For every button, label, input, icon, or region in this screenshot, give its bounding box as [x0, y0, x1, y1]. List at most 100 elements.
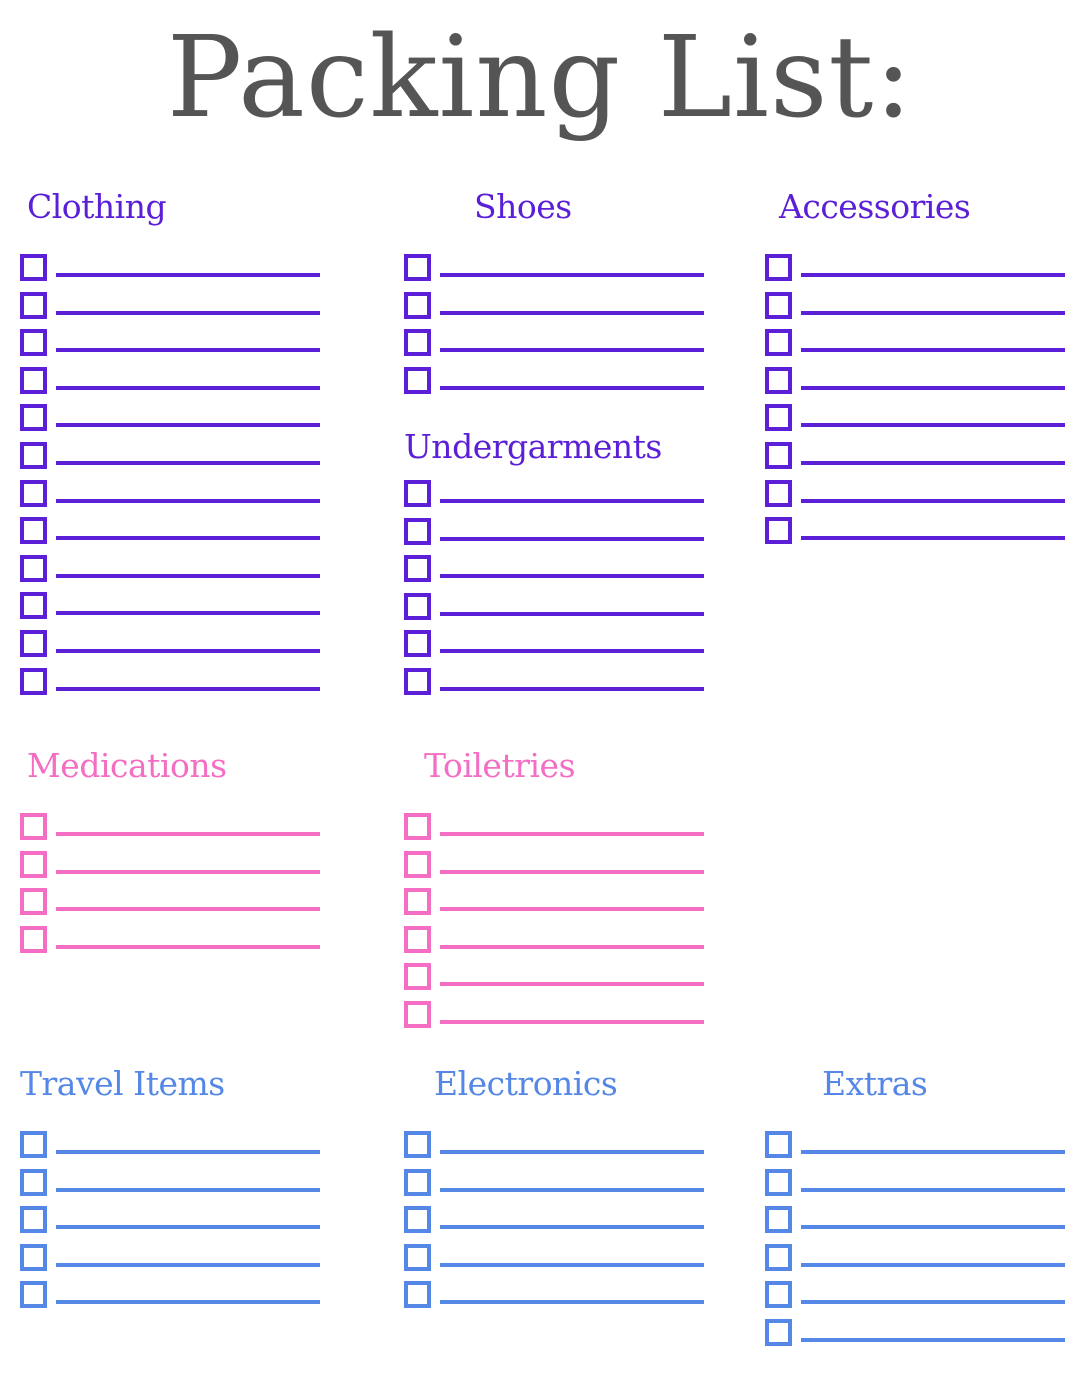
checkbox[interactable]: [765, 366, 792, 394]
write-in-line[interactable]: [440, 1225, 704, 1230]
write-in-line[interactable]: [56, 498, 320, 503]
write-in-line[interactable]: [440, 574, 704, 579]
checkbox[interactable]: [404, 329, 431, 357]
write-in-line[interactable]: [801, 1225, 1065, 1230]
checkbox[interactable]: [765, 1168, 792, 1196]
checkbox[interactable]: [404, 925, 431, 953]
checkbox[interactable]: [404, 1131, 431, 1158]
write-in-line[interactable]: [56, 348, 320, 353]
checkbox[interactable]: [20, 1206, 47, 1234]
checkbox[interactable]: [404, 480, 431, 507]
checkbox[interactable]: [404, 1168, 431, 1196]
checkbox[interactable]: [404, 888, 431, 916]
write-in-line[interactable]: [56, 869, 320, 874]
checkbox[interactable]: [765, 1243, 792, 1271]
checkbox[interactable]: [404, 555, 431, 583]
write-in-line[interactable]: [56, 310, 320, 315]
write-in-line[interactable]: [440, 385, 704, 390]
write-in-line[interactable]: [440, 536, 704, 541]
checkbox[interactable]: [765, 329, 792, 357]
write-in-line[interactable]: [440, 611, 704, 616]
checkbox[interactable]: [20, 629, 47, 657]
checkbox[interactable]: [20, 667, 47, 695]
write-in-line[interactable]: [440, 1300, 704, 1305]
write-in-line[interactable]: [801, 460, 1065, 465]
write-in-line[interactable]: [801, 1150, 1065, 1154]
write-in-line[interactable]: [56, 611, 320, 616]
checkbox[interactable]: [20, 888, 47, 916]
write-in-line[interactable]: [440, 1019, 704, 1024]
checkbox[interactable]: [20, 291, 47, 319]
write-in-line[interactable]: [440, 1150, 704, 1154]
write-in-line[interactable]: [801, 423, 1065, 428]
write-in-line[interactable]: [801, 1300, 1065, 1305]
checkbox[interactable]: [20, 850, 47, 878]
write-in-line[interactable]: [440, 348, 704, 353]
checkbox[interactable]: [20, 1243, 47, 1271]
write-in-line[interactable]: [440, 499, 704, 503]
checkbox[interactable]: [765, 1281, 792, 1309]
write-in-line[interactable]: [801, 273, 1065, 277]
write-in-line[interactable]: [801, 348, 1065, 353]
checkbox[interactable]: [404, 850, 431, 878]
write-in-line[interactable]: [56, 460, 320, 465]
write-in-line[interactable]: [440, 907, 704, 912]
checkbox[interactable]: [404, 630, 431, 658]
write-in-line[interactable]: [56, 1187, 320, 1192]
write-in-line[interactable]: [440, 649, 704, 654]
write-in-line[interactable]: [440, 982, 704, 987]
write-in-line[interactable]: [801, 1187, 1065, 1192]
checkbox[interactable]: [404, 1281, 431, 1309]
write-in-line[interactable]: [56, 686, 320, 691]
write-in-line[interactable]: [56, 944, 320, 949]
checkbox[interactable]: [20, 925, 47, 953]
checkbox[interactable]: [20, 404, 47, 432]
write-in-line[interactable]: [801, 1337, 1065, 1342]
write-in-line[interactable]: [440, 869, 704, 874]
checkbox[interactable]: [765, 1318, 792, 1346]
write-in-line[interactable]: [801, 498, 1065, 503]
write-in-line[interactable]: [440, 686, 704, 691]
checkbox[interactable]: [765, 479, 792, 507]
checkbox[interactable]: [404, 592, 431, 620]
write-in-line[interactable]: [56, 1225, 320, 1230]
checkbox[interactable]: [20, 554, 47, 582]
checkbox[interactable]: [765, 254, 792, 281]
checkbox[interactable]: [20, 1131, 47, 1158]
checkbox[interactable]: [20, 517, 47, 545]
write-in-line[interactable]: [56, 385, 320, 390]
checkbox[interactable]: [20, 592, 47, 620]
checkbox[interactable]: [765, 517, 792, 545]
write-in-line[interactable]: [56, 648, 320, 653]
checkbox[interactable]: [404, 366, 431, 394]
write-in-line[interactable]: [56, 1150, 320, 1154]
checkbox[interactable]: [765, 441, 792, 469]
checkbox[interactable]: [404, 1243, 431, 1271]
checkbox[interactable]: [20, 1281, 47, 1309]
checkbox[interactable]: [20, 254, 47, 281]
write-in-line[interactable]: [56, 907, 320, 912]
checkbox[interactable]: [765, 291, 792, 319]
write-in-line[interactable]: [801, 536, 1065, 541]
checkbox[interactable]: [404, 667, 431, 695]
write-in-line[interactable]: [440, 944, 704, 949]
write-in-line[interactable]: [56, 423, 320, 428]
checkbox[interactable]: [404, 963, 431, 991]
checkbox[interactable]: [20, 329, 47, 357]
write-in-line[interactable]: [801, 1262, 1065, 1267]
write-in-line[interactable]: [440, 1187, 704, 1192]
checkbox[interactable]: [404, 254, 431, 281]
write-in-line[interactable]: [56, 832, 320, 836]
checkbox[interactable]: [404, 291, 431, 319]
write-in-line[interactable]: [440, 273, 704, 277]
write-in-line[interactable]: [56, 273, 320, 277]
write-in-line[interactable]: [801, 385, 1065, 390]
write-in-line[interactable]: [440, 832, 704, 836]
checkbox[interactable]: [404, 517, 431, 545]
write-in-line[interactable]: [56, 536, 320, 541]
checkbox[interactable]: [404, 1206, 431, 1234]
write-in-line[interactable]: [56, 1300, 320, 1305]
checkbox[interactable]: [765, 1131, 792, 1158]
checkbox[interactable]: [20, 366, 47, 394]
write-in-line[interactable]: [440, 1262, 704, 1267]
